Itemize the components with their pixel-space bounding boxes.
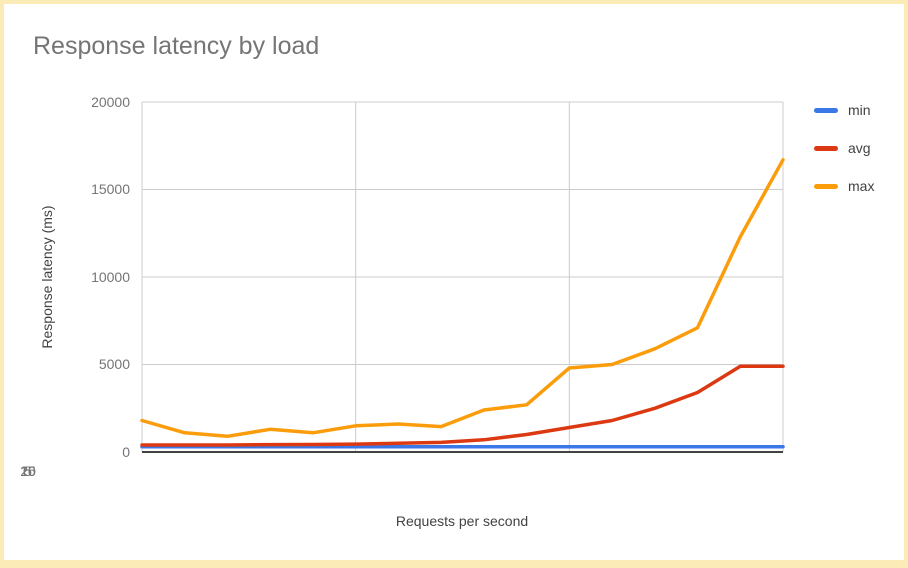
legend-item-max: max — [814, 167, 874, 205]
legend-swatch — [814, 107, 838, 113]
y-tick-label: 20000 — [91, 94, 130, 110]
y-tick-label: 10000 — [91, 269, 130, 285]
chart-canvas — [140, 101, 785, 453]
legend-item-min: min — [814, 91, 874, 129]
x-tick-label: 10 — [20, 463, 36, 479]
x-tick-label: 20 — [20, 463, 36, 479]
legend: min avg max — [814, 91, 874, 205]
legend-swatch — [814, 183, 838, 189]
legend-label: min — [848, 102, 871, 118]
legend-label: avg — [848, 140, 871, 156]
chart-title: Response latency by load — [33, 32, 320, 60]
chart-card: Response latency by load Response latenc… — [4, 4, 904, 560]
x-tick-label: 15 — [20, 463, 36, 479]
legend-label: max — [848, 178, 875, 194]
y-tick-label: 5000 — [98, 356, 130, 372]
legend-item-avg: avg — [814, 129, 874, 167]
y-tick-label: 0 — [122, 444, 130, 460]
y-tick-label: 15000 — [91, 181, 130, 197]
x-axis-title: Requests per second — [395, 513, 529, 529]
x-tick-label: 5 — [24, 463, 32, 479]
y-axis-title: Response latency (ms) — [39, 205, 55, 349]
plot-area — [140, 101, 785, 453]
legend-swatch — [814, 145, 838, 151]
